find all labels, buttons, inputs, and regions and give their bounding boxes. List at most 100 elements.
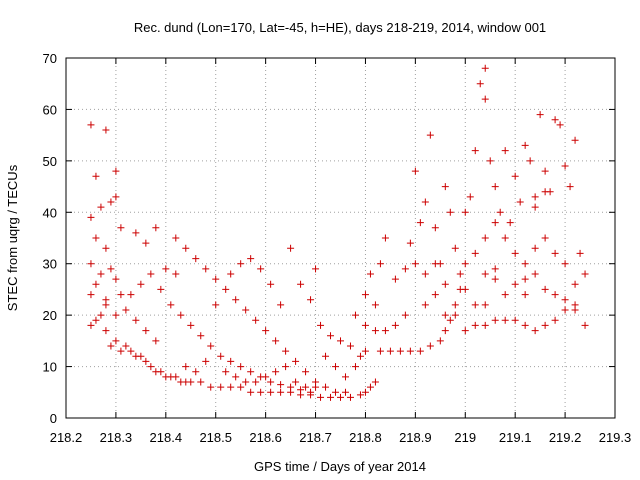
- data-point: [421, 301, 429, 309]
- data-point: [471, 147, 479, 155]
- data-point: [361, 388, 369, 396]
- data-point: [207, 342, 215, 350]
- data-point: [361, 321, 369, 329]
- data-point: [337, 337, 344, 345]
- data-point: [187, 321, 195, 329]
- data-point: [531, 327, 539, 335]
- y-tick-label: 30: [43, 257, 57, 272]
- data-point: [531, 270, 539, 278]
- data-points: [87, 64, 589, 401]
- data-point: [431, 224, 439, 232]
- data-point: [416, 219, 424, 227]
- x-tick-label: 219.1: [499, 430, 532, 445]
- data-point: [561, 306, 569, 314]
- x-tick-label: 218.2: [50, 430, 83, 445]
- data-point: [521, 275, 529, 283]
- chart-title: Rec. dund (Lon=170, Lat=-45, h=HE), days…: [134, 20, 546, 35]
- data-point: [232, 296, 240, 304]
- y-tick-label: 10: [43, 360, 57, 375]
- data-point: [446, 316, 454, 324]
- x-tick-label: 218.9: [399, 430, 432, 445]
- data-point: [441, 183, 449, 191]
- data-point: [411, 167, 419, 175]
- data-point: [421, 270, 429, 278]
- data-point: [237, 363, 245, 371]
- data-point: [217, 383, 225, 391]
- data-point: [212, 275, 220, 283]
- data-point: [137, 352, 145, 360]
- data-point: [426, 131, 434, 139]
- data-point: [97, 270, 105, 278]
- data-point: [521, 260, 529, 268]
- data-point: [401, 311, 409, 319]
- x-tick-label: 218.8: [349, 430, 382, 445]
- data-point: [341, 388, 349, 396]
- data-point: [202, 357, 210, 365]
- x-tick-label: 219: [454, 430, 476, 445]
- data-point: [257, 388, 265, 396]
- data-point: [267, 280, 275, 288]
- data-point: [247, 255, 255, 263]
- data-point: [476, 80, 484, 88]
- data-point: [491, 275, 499, 283]
- data-point: [466, 193, 474, 201]
- data-point: [87, 213, 95, 221]
- data-point: [351, 311, 359, 319]
- data-point: [222, 285, 230, 293]
- data-point: [92, 234, 100, 242]
- data-point: [491, 316, 499, 324]
- data-point: [227, 270, 235, 278]
- y-tick-label: 20: [43, 308, 57, 323]
- data-point: [312, 265, 320, 273]
- data-point: [167, 301, 175, 309]
- data-point: [217, 352, 225, 360]
- data-point: [202, 265, 210, 273]
- data-point: [371, 301, 379, 309]
- data-point: [371, 327, 379, 335]
- data-point: [341, 373, 349, 381]
- data-point: [227, 357, 235, 365]
- x-tick-label: 218.3: [100, 430, 133, 445]
- data-point: [531, 203, 539, 211]
- data-point: [411, 260, 419, 268]
- data-point: [481, 270, 489, 278]
- data-point: [112, 275, 120, 283]
- data-point: [257, 265, 265, 273]
- data-point: [277, 381, 285, 389]
- data-point: [317, 321, 325, 329]
- data-point: [307, 296, 315, 304]
- data-point: [451, 301, 459, 309]
- data-point: [376, 347, 384, 355]
- data-point: [571, 301, 579, 309]
- data-point: [317, 393, 325, 401]
- data-point: [541, 285, 549, 293]
- data-point: [182, 363, 190, 371]
- data-point: [481, 95, 489, 103]
- data-point: [361, 291, 369, 299]
- data-point: [506, 219, 514, 227]
- data-point: [436, 337, 444, 345]
- x-tick-label: 219.3: [599, 430, 632, 445]
- data-point: [366, 270, 374, 278]
- data-point: [307, 388, 315, 396]
- y-axis-label: STEC from uqrg / TECUs: [5, 164, 20, 311]
- data-point: [322, 383, 330, 391]
- x-tick-label: 219.2: [549, 430, 582, 445]
- data-point: [551, 316, 559, 324]
- data-point: [576, 249, 584, 257]
- data-point: [297, 280, 305, 288]
- data-point: [287, 383, 295, 391]
- data-point: [127, 347, 135, 355]
- data-point: [416, 347, 424, 355]
- data-point: [112, 337, 120, 345]
- data-point: [346, 342, 354, 350]
- data-point: [561, 162, 569, 170]
- data-point: [381, 327, 389, 335]
- data-point: [501, 316, 509, 324]
- data-point: [107, 198, 115, 206]
- data-point: [297, 386, 305, 394]
- data-point: [182, 244, 190, 252]
- y-tick-label: 40: [43, 205, 57, 220]
